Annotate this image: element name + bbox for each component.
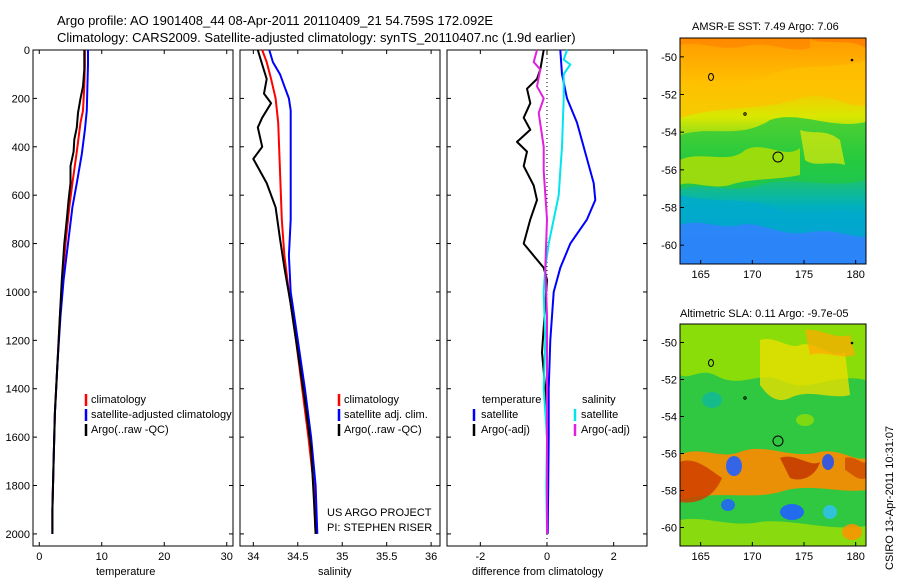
project-annotation: US ARGO PROJECT <box>327 507 432 519</box>
legend-group-temperature: temperature <box>482 394 541 406</box>
sla-heatmap <box>680 324 866 546</box>
legend-argo: Argo(..raw -QC) <box>344 424 422 436</box>
map-x-tick-label: 170 <box>743 551 761 563</box>
legend-climatology: climatology <box>91 394 147 406</box>
map-y-tick-label: -56 <box>661 449 677 461</box>
x-tick-label: 2 <box>611 551 617 563</box>
x-tick-label: 36 <box>425 551 437 563</box>
map-x-tick-label: 180 <box>846 269 864 281</box>
series-line-temperature-satellite <box>546 49 597 534</box>
map-x-tick-label: 170 <box>743 269 761 281</box>
sst-argo-marker <box>772 151 784 163</box>
difference-plot: -2 0 2 <box>447 49 647 563</box>
difference-legend: temperature satellite Argo(-adj) salinit… <box>472 394 630 436</box>
legend-sal-satellite: satellite <box>581 409 618 421</box>
map-x-tick-label: 165 <box>691 269 709 281</box>
x-tick-label: 35.5 <box>376 551 397 563</box>
sla-map-title: Altimetric SLA: 0.11 Argo: -9.7e-05 <box>680 308 849 320</box>
y-tick-label: 1200 <box>6 335 30 347</box>
map-x-tick-label: 180 <box>846 551 864 563</box>
map-y-tick-label: -52 <box>661 375 677 387</box>
series-line-satellite-adjusted-climatology <box>51 50 89 534</box>
y-tick-label: 1800 <box>6 481 30 493</box>
legend-satellite-adj: satellite adj. clim. <box>344 409 428 421</box>
y-tick-label: 1400 <box>6 384 30 396</box>
legend-satellite-adjusted: satellite-adjusted climatology <box>91 409 232 421</box>
series-line-argo-raw-qc <box>252 49 317 534</box>
map-y-tick-label: -60 <box>661 523 677 535</box>
map-y-tick-label: -54 <box>661 412 677 424</box>
salinity-legend: climatology satellite adj. clim. Argo(..… <box>337 394 428 436</box>
csiro-timestamp: CSIRO 13-Apr-2011 10:31:07 <box>884 426 896 570</box>
map-y-tick-label: -52 <box>661 90 677 102</box>
legend-temp-satellite: satellite <box>481 409 518 421</box>
series-line-temperature-argo-adj <box>516 49 548 534</box>
legend-temp-argo: Argo(-adj) <box>481 424 530 436</box>
sla-map-frame <box>679 323 867 547</box>
map-y-tick-label: -54 <box>661 127 677 139</box>
x-tick-label: -2 <box>475 551 485 563</box>
map-y-tick-label: -56 <box>661 165 677 177</box>
sst-map-axes: 165 170 175 180 -50 -52 -54 -56 -58 -60 <box>661 52 865 281</box>
x-tick-label: 30 <box>221 551 233 563</box>
y-tick-label: 400 <box>12 142 30 154</box>
series-line-satellite-adj-clim <box>268 49 319 534</box>
y-tick-label: 600 <box>12 190 30 202</box>
salinity-xlabel: salinity <box>318 566 352 578</box>
temperature-xlabel: temperature <box>96 566 155 578</box>
x-tick-label: 34 <box>247 551 259 563</box>
pi-annotation: PI: STEPHEN RISER <box>327 522 432 534</box>
series-line-climatology <box>51 50 86 534</box>
x-tick-label: 20 <box>158 551 170 563</box>
legend-group-salinity: salinity <box>582 394 616 406</box>
x-tick-label: 0 <box>36 551 42 563</box>
map-x-tick-label: 175 <box>795 551 813 563</box>
x-tick-label: 0 <box>544 551 550 563</box>
map-y-tick-label: -50 <box>661 52 677 64</box>
legend-argo: Argo(..raw -QC) <box>91 424 169 436</box>
y-tick-label: 800 <box>12 239 30 251</box>
map-y-tick-label: -58 <box>661 203 677 215</box>
temperature-plot: 0 200 400 600 800 1000 1200 1400 1600 1800 2000 0 10… <box>6 45 233 563</box>
sla-argo-marker <box>772 435 784 447</box>
series-line-salinity-argo-adj <box>532 49 548 534</box>
y-tick-label: 2000 <box>6 529 30 541</box>
temperature-legend: climatology satellite-adjusted climatolo… <box>84 394 232 436</box>
sst-map-title: AMSR-E SST: 7.49 Argo: 7.06 <box>692 21 839 33</box>
difference-xlabel: difference from climatology <box>472 566 604 578</box>
temperature-axes <box>32 49 234 547</box>
sst-heatmap <box>680 38 866 264</box>
map-x-tick-label: 165 <box>691 551 709 563</box>
y-tick-label: 1600 <box>6 432 30 444</box>
series-line-argo-raw-qc <box>51 50 86 534</box>
legend-climatology: climatology <box>344 394 400 406</box>
salinity-axes <box>239 49 441 547</box>
series-line-climatology <box>261 49 317 534</box>
map-x-tick-label: 175 <box>795 269 813 281</box>
header-line1: Argo profile: AO 1901408_44 08-Apr-2011 … <box>57 13 493 28</box>
x-tick-label: 34.5 <box>287 551 308 563</box>
x-tick-label: 35 <box>336 551 348 563</box>
header-line2: Climatology: CARS2009. Satellite-adjuste… <box>57 30 576 45</box>
series-line-salinity-satellite <box>542 49 572 534</box>
x-tick-label: 10 <box>96 551 108 563</box>
map-y-tick-label: -58 <box>661 486 677 498</box>
sst-map-frame <box>679 37 867 265</box>
salinity-plot: 34 34.5 35 35.5 36 <box>240 49 440 563</box>
y-tick-label: 1000 <box>6 287 30 299</box>
sla-map-axes: 165 170 175 180 -50 -52 -54 -56 -58 -60 <box>661 338 865 564</box>
sla-coast-marks <box>708 341 854 400</box>
y-tick-label: 0 <box>24 45 30 57</box>
y-tick-label: 200 <box>12 93 30 105</box>
map-y-tick-label: -60 <box>661 240 677 252</box>
legend-sal-argo: Argo(-adj) <box>581 424 630 436</box>
map-y-tick-label: -50 <box>661 338 677 350</box>
sst-coast-marks <box>708 58 854 116</box>
